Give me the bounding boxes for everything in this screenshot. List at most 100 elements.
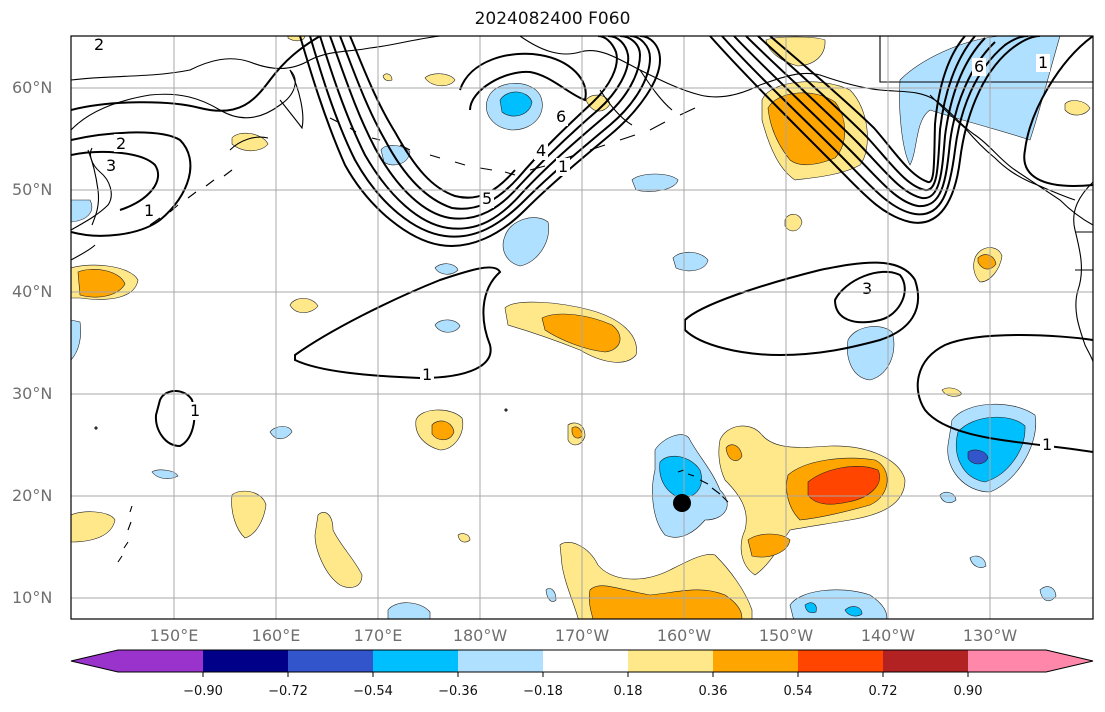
anomaly-light-blue-region <box>631 173 679 192</box>
anomaly-yellow-region <box>289 298 319 313</box>
lat-label: 60°N <box>12 78 53 97</box>
anomaly-yellow-region <box>784 213 803 232</box>
anomaly-light-blue-region <box>151 469 179 479</box>
contour-ridge-west-5 <box>339 36 618 210</box>
lon-label: 180°W <box>452 626 508 645</box>
contour-label-bg <box>1040 436 1054 454</box>
anomaly-blue-region <box>844 606 863 617</box>
colorbar-segment <box>458 650 543 672</box>
coastline-alaska-peninsula <box>599 69 673 126</box>
contour-label-bg <box>534 142 548 160</box>
colorbar-tick-label: 0.90 <box>953 684 983 699</box>
anomaly-orange-region <box>725 444 743 461</box>
colorbar-segment <box>628 650 713 672</box>
contour-label-bg <box>860 280 874 298</box>
lon-label: 150°E <box>149 626 199 645</box>
map-frame <box>70 35 1094 620</box>
contour-label-5: 5 <box>482 189 492 208</box>
contour-label-1: 1 <box>422 365 432 384</box>
contour-ridge-west-4 <box>329 36 630 220</box>
coastline-bc-coast <box>929 94 1076 201</box>
contour-ridge-east <box>709 36 1041 224</box>
contour-label-1: 1 <box>558 157 568 176</box>
lon-label: 130°W <box>962 626 1018 645</box>
lon-label: 160°W <box>656 626 712 645</box>
anomaly-blue-region <box>499 91 533 117</box>
lon-label: 170°W <box>554 626 610 645</box>
colorbar-tick-label: 0.54 <box>783 684 813 699</box>
lon-label: 170°E <box>353 626 403 645</box>
contour-label-layer: 2 3 1 1 3 1 1 6 4 1 5 <box>92 35 1054 454</box>
contour-label-bg <box>420 366 434 384</box>
anomaly-light-blue-region <box>939 491 957 504</box>
contour-ridge-east-5 <box>757 36 976 192</box>
contour-layer <box>71 36 1093 453</box>
lon-label: 150°W <box>758 626 814 645</box>
coastline-island <box>504 408 508 412</box>
coastline-north-america <box>1073 181 1093 363</box>
colorbar-outline <box>70 649 1094 673</box>
contour-line-2 <box>71 131 192 237</box>
contour-ridge-east-2 <box>721 36 1029 216</box>
contour-closed-3 <box>833 270 906 324</box>
contour-line-1 <box>71 36 321 112</box>
coastline-island <box>94 426 98 430</box>
anomaly-orange-region <box>747 533 791 558</box>
colorbar-extend-right <box>1046 650 1093 672</box>
contour-label-3: 3 <box>106 156 116 175</box>
colorbar-tick-label: −0.18 <box>523 684 563 699</box>
contour-closed-west <box>154 390 196 448</box>
anomaly-light-blue-region <box>434 263 459 275</box>
anomaly-yellow-region <box>314 511 363 588</box>
anomaly-medium-blue-region <box>967 449 989 465</box>
lon-label: 140°W <box>860 626 916 645</box>
anomaly-blue-region <box>804 602 817 614</box>
contour-label-2: 2 <box>94 35 104 54</box>
colorbar-segment <box>203 650 288 672</box>
contour-label-6: 6 <box>974 57 984 76</box>
colorbar-segment <box>883 650 968 672</box>
anomaly-orange-region <box>588 585 743 619</box>
colorbar-segment <box>713 650 798 672</box>
colorbar-tick-label: −0.72 <box>268 684 308 699</box>
contour-ridge-west-2 <box>309 36 652 238</box>
anomaly-yellow-region <box>231 490 267 539</box>
contour-label-bg <box>972 58 986 76</box>
anomaly-orange-region <box>977 254 997 270</box>
contour-label-4: 4 <box>536 141 546 160</box>
anomaly-orange-region <box>541 313 621 353</box>
contour-label-3: 3 <box>862 279 872 298</box>
gridlines <box>71 36 1093 619</box>
contour-ridge-east-6 <box>769 36 966 183</box>
contour-ridge-east-3 <box>733 36 996 208</box>
coastline-border <box>879 36 1093 271</box>
contour-pacific-east <box>684 261 920 357</box>
contour-label-1: 1 <box>1042 435 1052 454</box>
colorbar-segment <box>373 650 458 672</box>
contour-label-bg <box>556 158 570 176</box>
anomaly-orange-region <box>431 420 455 441</box>
contour-label-bg <box>480 190 494 208</box>
colorbar-tick-label: 0.36 <box>698 684 728 699</box>
map-title: 2024082400 F060 <box>474 9 631 29</box>
anomaly-light-blue-region <box>387 602 431 619</box>
anomaly-yellow-region <box>71 511 116 543</box>
contour-label-bg <box>142 202 156 220</box>
colorbar <box>70 649 1094 677</box>
colorbar-tick-label: 0.72 <box>868 684 898 699</box>
contour-east-outer <box>1023 36 1093 187</box>
anomaly-light-blue-region <box>434 319 461 333</box>
contour-ridge-west <box>299 36 662 247</box>
colorbar-ticks <box>202 672 969 677</box>
lat-label: 30°N <box>12 384 53 403</box>
contour-label-bg <box>92 36 106 52</box>
anomaly-light-blue-region <box>502 217 550 267</box>
colorbar-segment <box>968 650 1046 672</box>
contour-label-2: 2 <box>116 134 126 153</box>
anomaly-blue-region <box>956 416 1026 483</box>
colorbar-tick-label: −0.36 <box>438 684 478 699</box>
contour-label-bg <box>1036 54 1050 72</box>
lat-label: 40°N <box>12 282 53 301</box>
